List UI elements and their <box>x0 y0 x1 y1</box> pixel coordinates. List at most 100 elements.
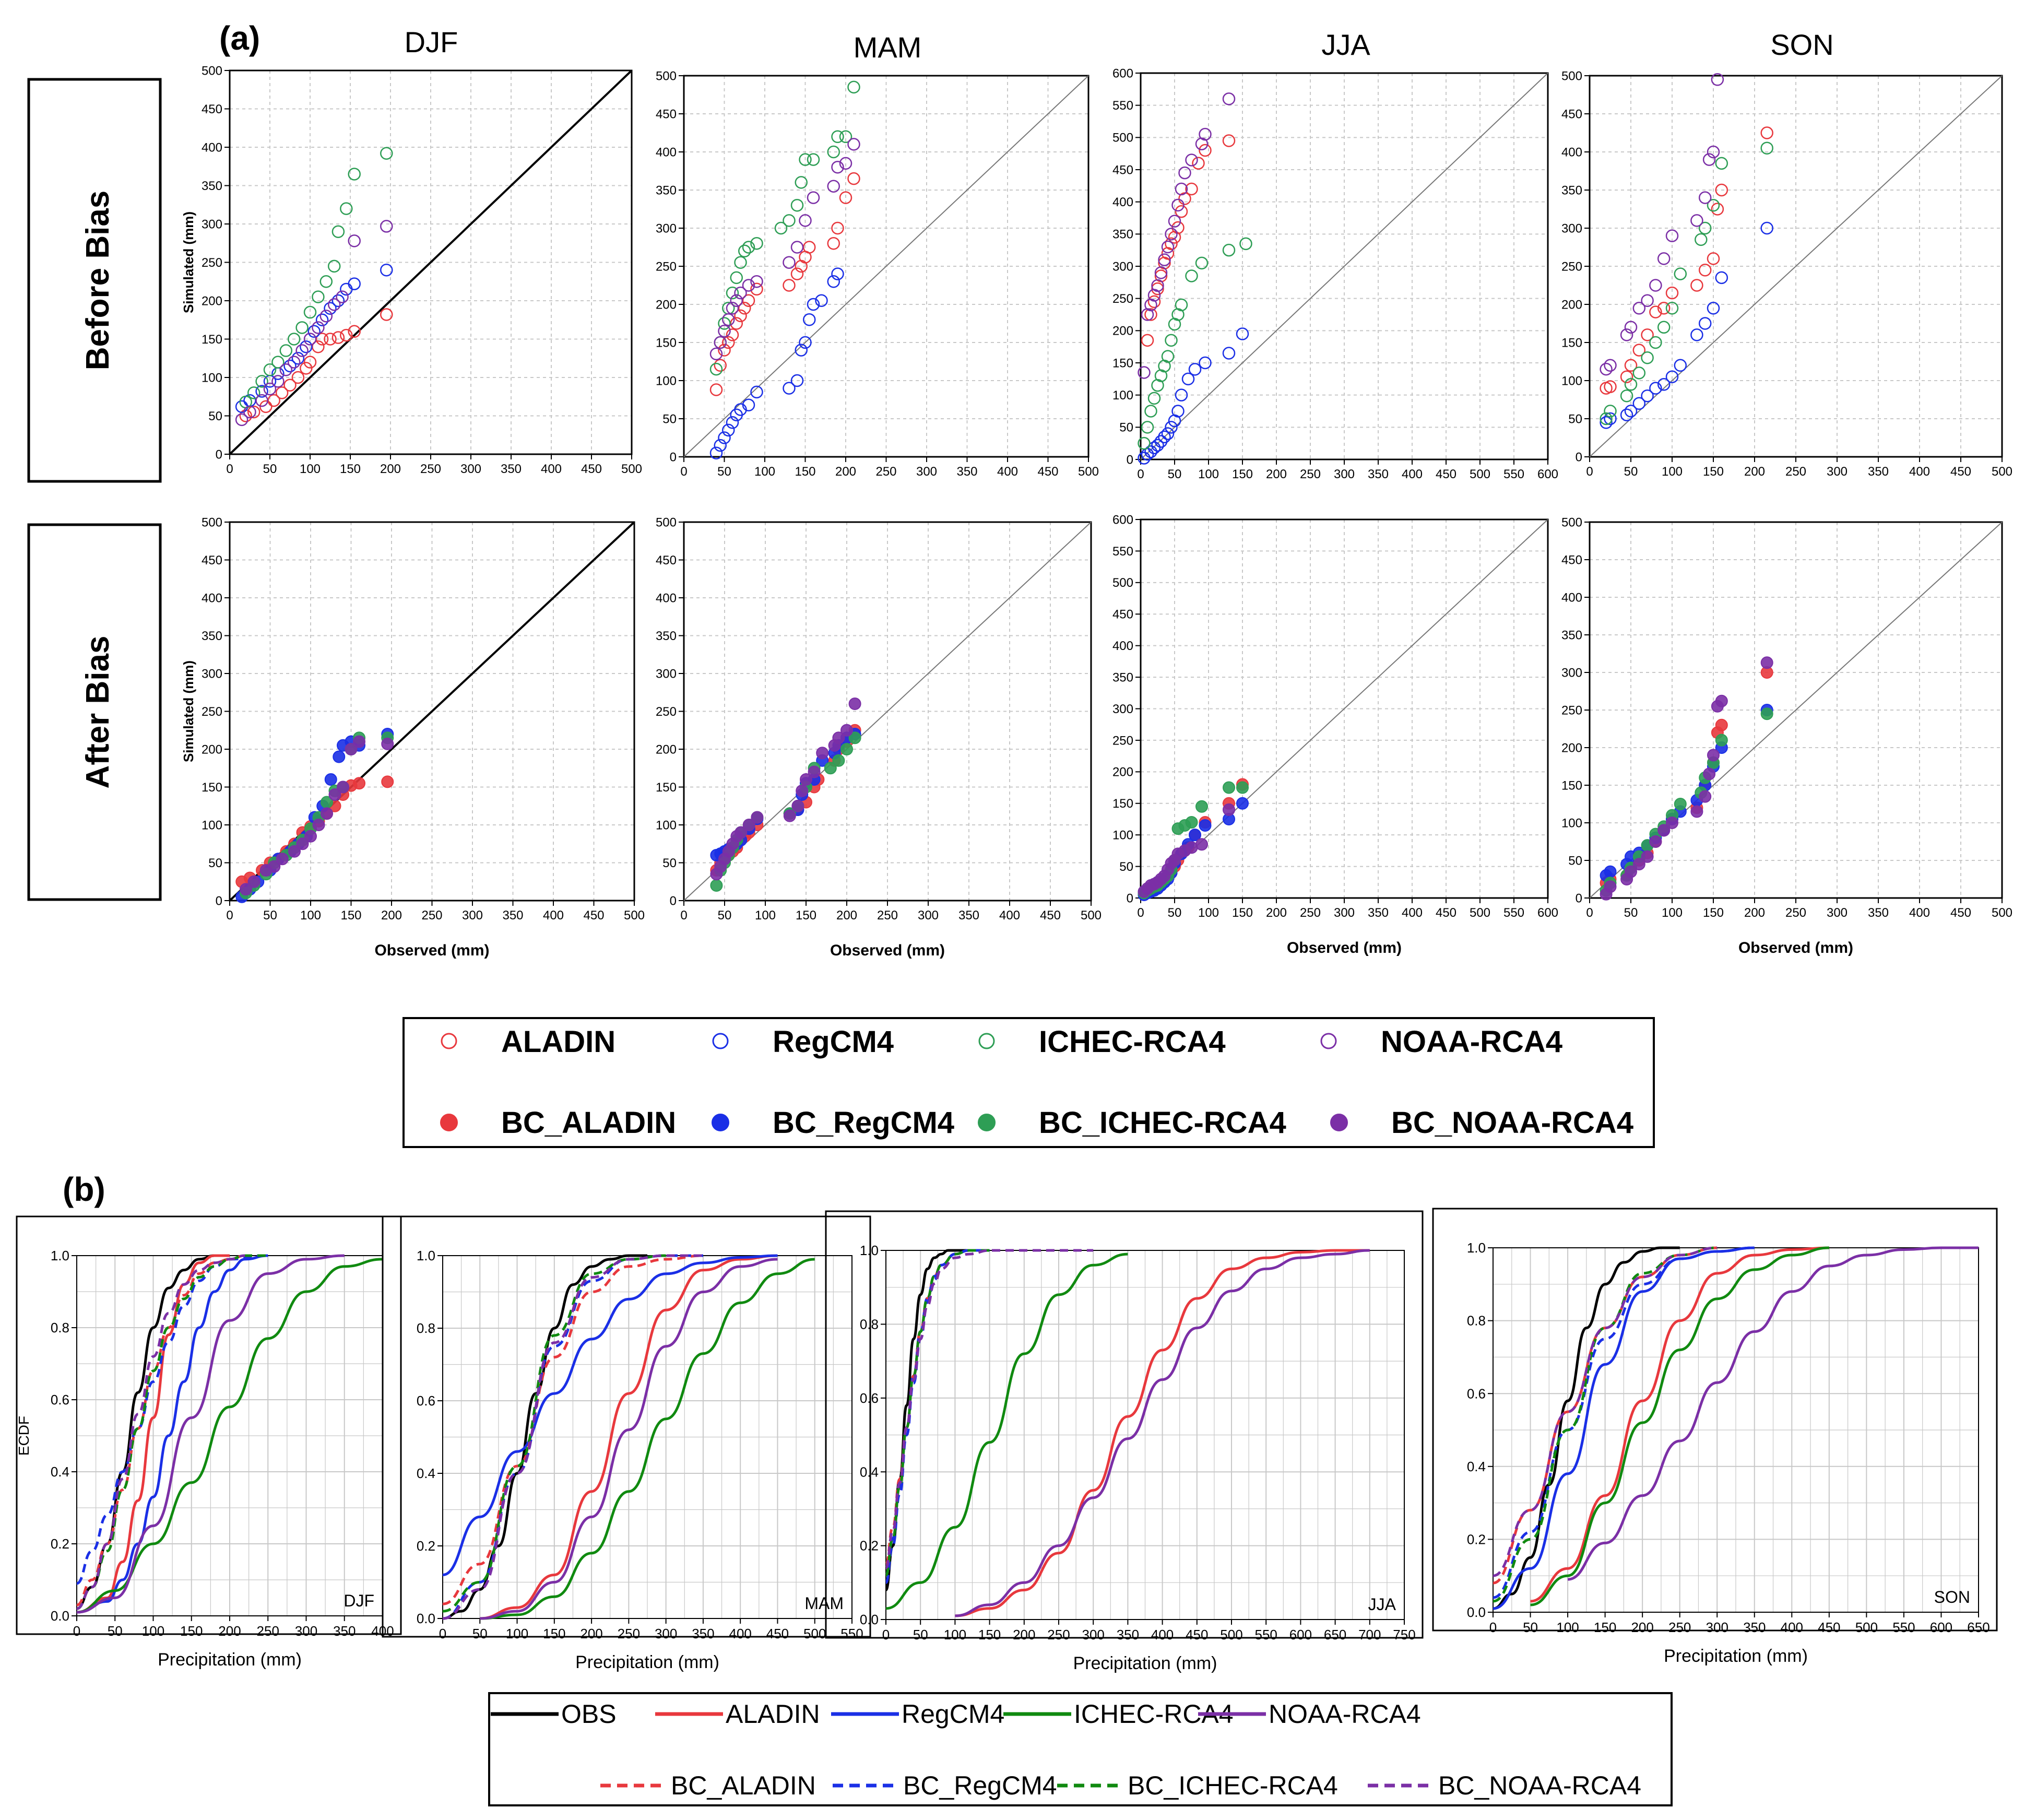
season-title-mam: MAM <box>854 31 922 64</box>
data-point <box>380 263 393 277</box>
y-tick-label: 200 <box>1561 298 1582 312</box>
x-tick-label: 100 <box>1198 906 1219 920</box>
x-tick-label: 600 <box>1537 906 1558 920</box>
x-tick-label: 50 <box>913 1627 928 1642</box>
data-point <box>337 781 349 794</box>
data-point <box>1600 362 1613 376</box>
x-tick-label: 600 <box>1930 1620 1952 1635</box>
y-tick-label: 1.0 <box>1467 1240 1486 1256</box>
x-tick-label: 0 <box>680 465 687 479</box>
x-tick-label: 400 <box>543 908 564 923</box>
y-tick-label: 150 <box>1112 797 1133 811</box>
y-tick-label: 350 <box>1112 670 1133 684</box>
plot-frame <box>1493 1247 1979 1613</box>
y-tick-label: 350 <box>1561 628 1582 642</box>
series-noaa-rca4 <box>709 138 860 361</box>
ecdf-outer-frame <box>1432 1208 1998 1632</box>
x-tick-label: 150 <box>1232 467 1253 481</box>
x-tick-label: 550 <box>1255 1627 1277 1642</box>
y-tick-label: 0.8 <box>51 1320 69 1336</box>
x-tick-label: 100 <box>506 1626 528 1641</box>
data-point <box>312 290 325 303</box>
x-tick-label: 550 <box>1892 1620 1915 1635</box>
x-tick-label: 100 <box>300 908 321 923</box>
data-point <box>348 234 361 247</box>
data-point <box>303 333 317 346</box>
grid <box>1589 522 2002 899</box>
data-point <box>791 799 804 812</box>
tick-labels: 0 50 100 150 200 250 300 350 400 450 500 0 50 100 150 2… <box>202 515 645 923</box>
x-tick-label: 450 <box>1950 906 1971 920</box>
y-tick-label: 450 <box>1561 553 1582 567</box>
data-point <box>734 309 747 323</box>
x-tick-label: 500 <box>624 908 645 923</box>
x-tick-label: 500 <box>621 462 642 476</box>
scatter-after-bias-son: 0 50 100 150 200 250 300 350 400 450 500 0 50 100 150 2… <box>1561 515 2012 956</box>
data-point <box>840 724 853 737</box>
data-point <box>1632 344 1646 357</box>
legend-a-marker-bc-aladin <box>440 1114 458 1131</box>
x-tick-label: 200 <box>1266 906 1287 920</box>
data-point <box>288 845 301 858</box>
y-tick-label: 500 <box>1561 515 1582 529</box>
tick-labels: 0 50 100 150 200 250 300 350 400 450 500 550 600 0 50 1… <box>1112 513 1558 920</box>
x-tick-label: 0 <box>1586 465 1593 479</box>
data-point <box>255 385 268 398</box>
grid <box>885 1250 1404 1620</box>
data-point <box>718 324 731 338</box>
y-axis-label: Simulated (mm) <box>181 660 196 762</box>
season-title-djf: DJF <box>405 26 458 58</box>
data-point <box>742 398 755 411</box>
data-point <box>1760 707 1773 720</box>
y-tick-label: 0.2 <box>1467 1532 1486 1547</box>
tick-labels: 0 50 100 150 200 250 300 350 400 450 500 0 50 100 150 2… <box>202 64 642 476</box>
data-point <box>1698 221 1712 235</box>
x-tick-label: 300 <box>918 908 939 923</box>
x-tick-label: 50 <box>1168 467 1182 481</box>
ecdf-outer-frame <box>16 1215 402 1635</box>
data-point <box>1641 294 1654 307</box>
y-tick-label: 0.8 <box>417 1320 435 1336</box>
y-tick-label: 500 <box>1561 69 1582 83</box>
data-point <box>243 405 256 419</box>
x-tick-label: 350 <box>1117 1627 1139 1642</box>
legend-a-marker-bc-noaa-rca4 <box>1330 1114 1348 1131</box>
x-tick-label: 150 <box>795 465 815 479</box>
ecdf-line-regcm4 <box>442 1254 778 1577</box>
y-tick-label: 250 <box>1112 292 1133 306</box>
y-tick-label: 300 <box>656 221 677 235</box>
data-point <box>283 359 297 373</box>
x-tick-label: 250 <box>875 465 896 479</box>
x-tick-label: 400 <box>1402 467 1423 481</box>
ecdf-line-aladin <box>955 1249 1370 1617</box>
x-tick-label: 150 <box>1232 906 1253 920</box>
data-point <box>831 221 844 235</box>
data-point <box>1171 198 1185 212</box>
season-title-son: SON <box>1770 28 1833 61</box>
y-tick-label: 150 <box>656 781 677 795</box>
x-axis-label: Precipitation (mm) <box>158 1650 302 1670</box>
row-label-before-bias-text: Before Bias <box>80 191 116 371</box>
x-tick-label: 150 <box>978 1627 1001 1642</box>
data-point <box>380 147 393 160</box>
x-tick-label: 100 <box>1556 1620 1579 1635</box>
data-point <box>839 130 852 144</box>
legend-a-marker-bc-ichec-rca4 <box>978 1114 996 1131</box>
y-tick-label: 400 <box>202 140 222 155</box>
data-point <box>1624 405 1638 418</box>
data-point <box>1185 153 1198 167</box>
data-point <box>1165 237 1178 251</box>
data-point <box>847 138 860 151</box>
y-tick-label: 0.0 <box>860 1612 879 1627</box>
data-point <box>348 325 361 338</box>
data-point <box>1674 267 1687 280</box>
data-point <box>1171 221 1185 234</box>
data-point <box>1641 328 1654 341</box>
series-regcm4 <box>709 267 844 459</box>
data-point <box>1665 286 1679 300</box>
data-point <box>783 256 796 269</box>
one-to-one-line <box>1140 519 1548 899</box>
data-point <box>1665 229 1679 242</box>
y-tick-label: 150 <box>1112 356 1133 370</box>
